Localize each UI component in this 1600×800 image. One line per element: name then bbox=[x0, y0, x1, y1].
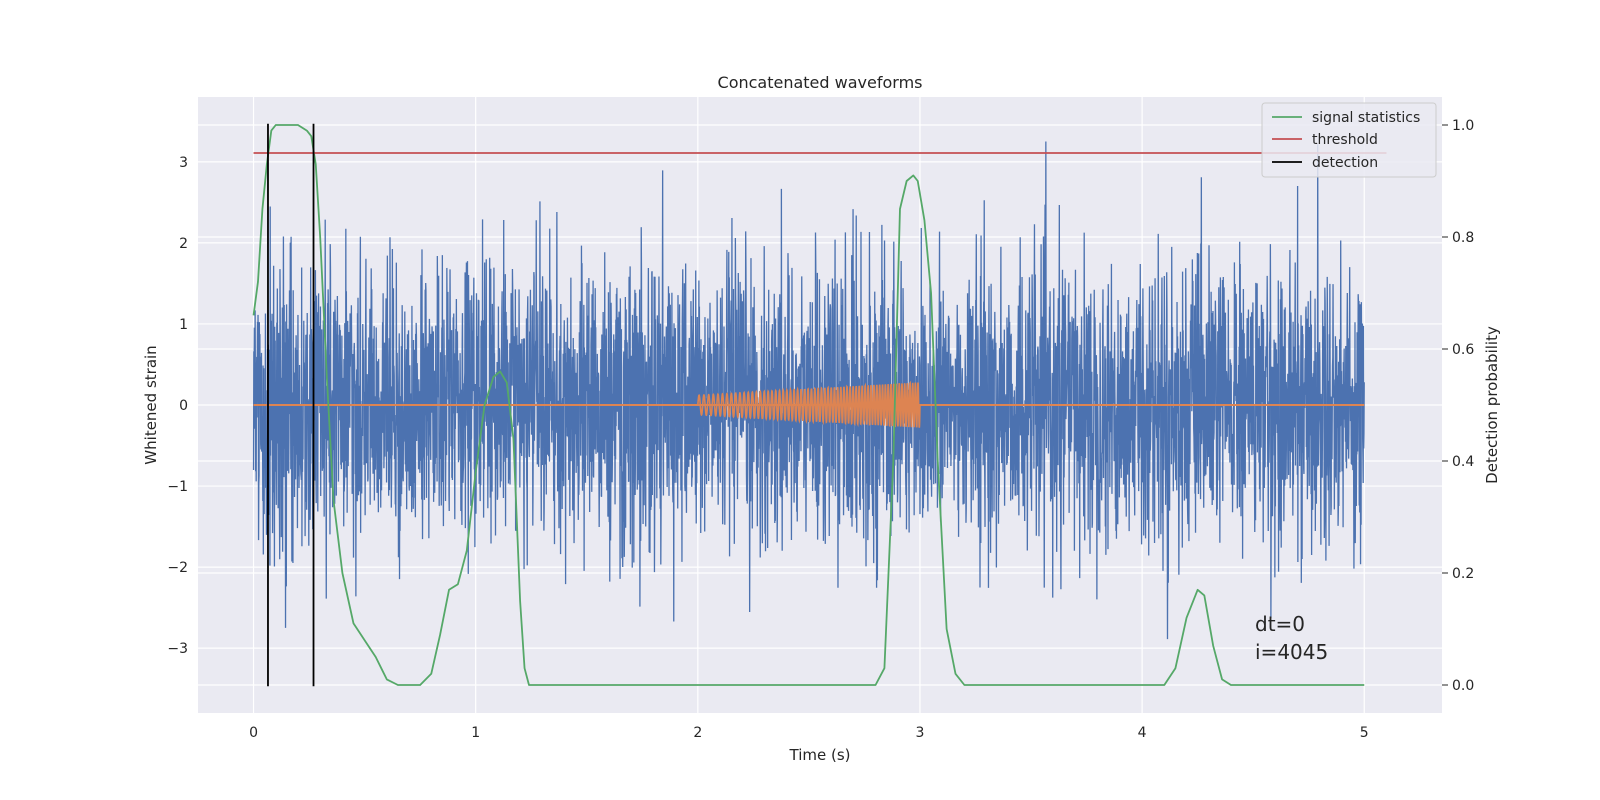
y-tick-label: 3 bbox=[179, 155, 188, 171]
x-tick-label: 3 bbox=[916, 725, 925, 741]
statistic-lines bbox=[252, 123, 1387, 687]
y-axis-label-right: Detection probability bbox=[1483, 326, 1501, 484]
y-tick-label: 2 bbox=[179, 236, 188, 252]
tick-labels: 0 1 2 3 4 5 −3 −2 −1 0 1 2 3 0.0 0.2 0.4 0.6 0.8 1.0 bbox=[167, 118, 1474, 741]
y-tick-label-right: 0.6 bbox=[1452, 342, 1474, 358]
signal-statistics-line bbox=[252, 124, 1365, 686]
annotation-index: i=4045 bbox=[1255, 640, 1328, 664]
y-tick-label: 0 bbox=[179, 398, 188, 414]
x-tick-label: 2 bbox=[693, 725, 702, 741]
legend-label-signal-statistics: signal statistics bbox=[1312, 110, 1420, 126]
annotation-dt: dt=0 bbox=[1255, 612, 1305, 636]
y-tick-label: −3 bbox=[167, 641, 188, 657]
legend-label-threshold: threshold bbox=[1312, 132, 1378, 148]
x-tick-label: 0 bbox=[249, 725, 258, 741]
y-axis-label: Whitened strain bbox=[142, 345, 160, 464]
y-tick-label: −2 bbox=[167, 560, 188, 576]
legend-label-detection: detection bbox=[1312, 155, 1378, 171]
x-tick-label: 5 bbox=[1360, 725, 1369, 741]
injected-waveform-series bbox=[253, 380, 1365, 428]
y-tick-label: −1 bbox=[167, 479, 188, 495]
x-tick-label: 4 bbox=[1138, 725, 1147, 741]
injection-chirp bbox=[697, 380, 921, 428]
legend: signal statistics threshold detection bbox=[1261, 102, 1437, 178]
x-axis-label: Time (s) bbox=[789, 746, 851, 764]
y-tick-label-right: 0.0 bbox=[1452, 678, 1474, 694]
annotation: dt=0 i=4045 bbox=[1255, 612, 1328, 664]
y-tick-label: 1 bbox=[179, 317, 188, 333]
x-tick-label: 1 bbox=[471, 725, 480, 741]
legend-box bbox=[1261, 102, 1437, 178]
y-tick-label-right: 0.2 bbox=[1452, 566, 1474, 582]
y-tick-label-right: 0.8 bbox=[1452, 230, 1474, 246]
y-tick-label-right: 1.0 bbox=[1452, 118, 1474, 134]
y-tick-label-right: 0.4 bbox=[1452, 454, 1474, 470]
chart-title: Concatenated waveforms bbox=[718, 73, 923, 92]
